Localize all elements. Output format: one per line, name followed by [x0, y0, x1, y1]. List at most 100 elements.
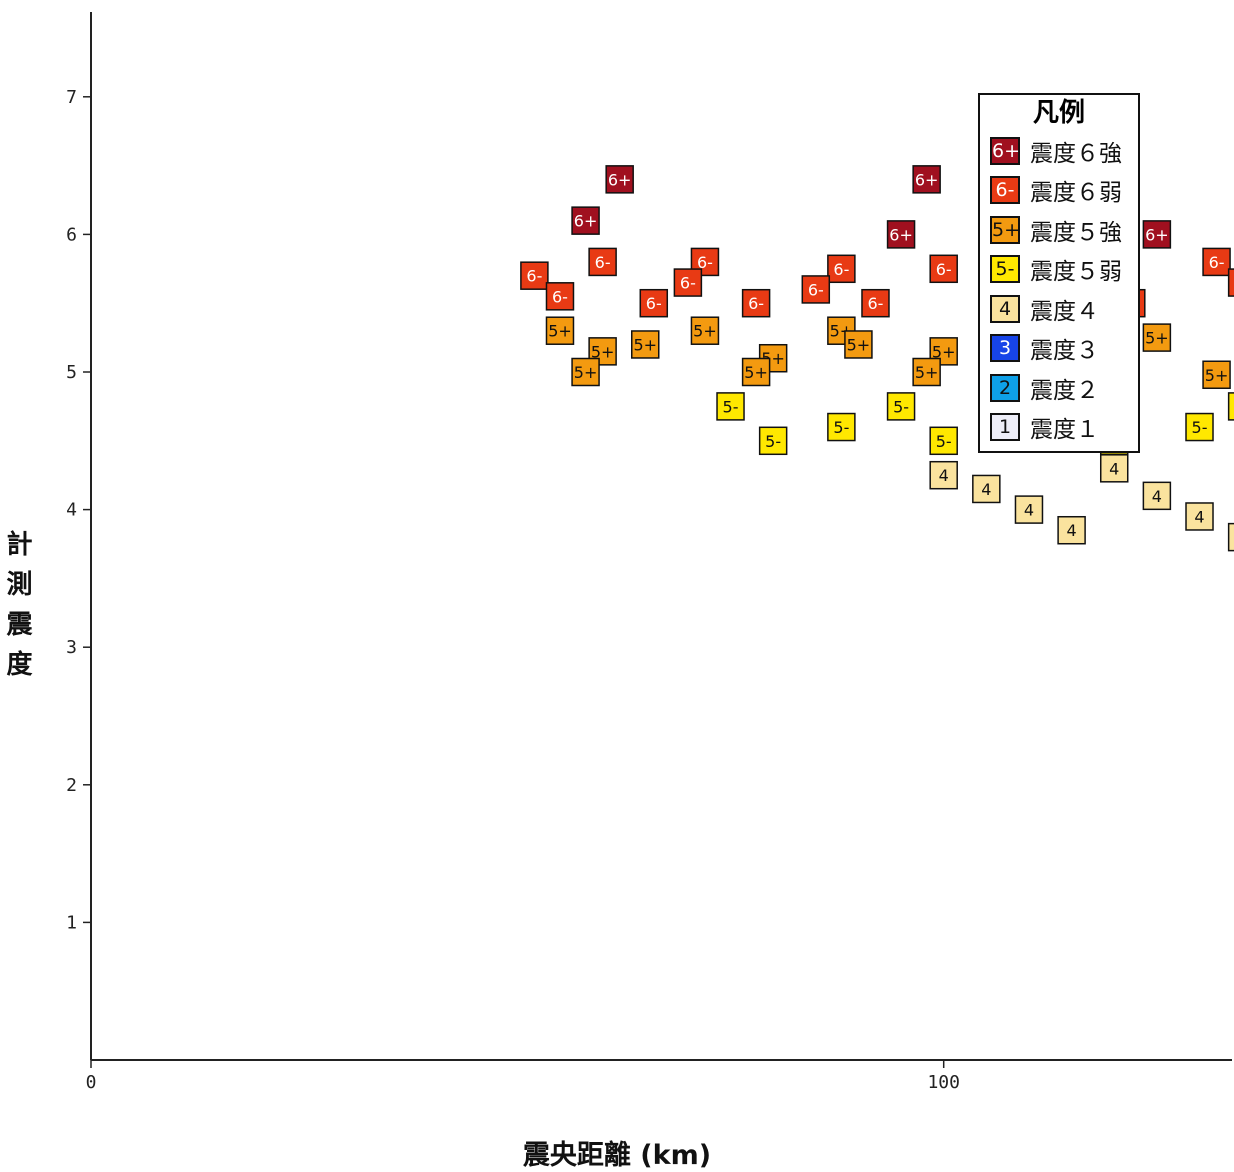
data-point-5minus: 5- — [929, 426, 958, 456]
y-axis-ticks: 1 2 3 4 5 6 7 — [66, 87, 91, 933]
y-tick-label: 7 — [66, 87, 77, 108]
svg-text:6+: 6+ — [915, 170, 939, 189]
svg-text:5+: 5+ — [1145, 329, 1169, 348]
legend-swatch: 4 — [990, 294, 1020, 323]
svg-text:5-: 5- — [723, 397, 739, 416]
data-point-5plus: 5+ — [1202, 360, 1231, 390]
data-point-6minus: 6- — [588, 247, 617, 277]
x-axis-ticks: 0100200300400500600700800900100011001200… — [86, 1060, 960, 1093]
data-point-5plus: 5+ — [571, 357, 600, 387]
y-tick-label: 5 — [66, 362, 77, 383]
data-point-4: 4 — [1142, 481, 1172, 511]
svg-text:6-: 6- — [526, 267, 542, 286]
legend-label: 震度４ — [1030, 298, 1099, 325]
svg-text:4: 4 — [981, 480, 991, 499]
svg-text:5+: 5+ — [693, 322, 717, 341]
data-point-4: 4 — [1014, 495, 1044, 524]
svg-text:6-: 6- — [936, 260, 952, 279]
y-axis-label: 計測震度 — [2, 530, 32, 690]
legend-swatch: 5+ — [990, 215, 1020, 244]
data-point-6plus: 6+ — [571, 206, 600, 235]
data-point-4: 4 — [972, 474, 1001, 504]
legend-item: 5+ 震度５強 — [980, 210, 1138, 250]
svg-text:6-: 6- — [1209, 253, 1225, 272]
svg-text:6-: 6- — [595, 253, 611, 272]
svg-text:5-: 5- — [833, 418, 849, 437]
svg-text:5+: 5+ — [574, 363, 598, 382]
svg-text:4: 4 — [1152, 487, 1162, 506]
data-point-6plus: 6+ — [886, 220, 916, 249]
legend-item: 2 震度２ — [980, 368, 1138, 408]
data-point-6minus: 6- — [827, 254, 856, 284]
data-point-6minus: 6- — [741, 288, 771, 318]
legend-label: 震度６弱 — [1030, 180, 1122, 207]
y-tick-label: 1 — [66, 912, 77, 933]
legend-item: 6- 震度６弱 — [980, 171, 1138, 211]
data-point-4: 4 — [1185, 502, 1214, 531]
legend-label: 震度５強 — [1030, 219, 1122, 246]
data-point-4: 4 — [1057, 515, 1086, 545]
svg-text:5+: 5+ — [847, 335, 871, 354]
legend-rows: 6+ 震度６強 6- 震度６弱 5+ 震度５強 5- 震度５弱 4 震度４ 3 震度３ 2 震度２ 1 震度１ — [980, 131, 1138, 447]
svg-text:6-: 6- — [680, 274, 696, 293]
svg-text:4: 4 — [1067, 521, 1077, 540]
data-point-4: 4 — [1227, 522, 1234, 552]
legend-title: 凡例 — [1032, 98, 1085, 128]
svg-text:6+: 6+ — [889, 225, 913, 244]
data-point-5plus: 5+ — [690, 316, 720, 345]
data-point-6minus: 6- — [520, 261, 549, 290]
data-point-5minus: 5- — [758, 426, 788, 456]
svg-text:5+: 5+ — [591, 342, 615, 361]
data-point-6minus: 6- — [639, 288, 669, 318]
data-point-5minus: 5- — [827, 412, 856, 442]
svg-text:5-: 5- — [936, 432, 952, 451]
legend-swatch: 6+ — [990, 136, 1020, 165]
svg-text:5+: 5+ — [932, 342, 956, 361]
legend-item: 5- 震度５弱 — [980, 250, 1138, 290]
data-point-5plus: 5+ — [912, 357, 941, 387]
svg-text:6-: 6- — [868, 294, 884, 313]
data-point-6plus: 6+ — [912, 165, 941, 194]
svg-text:5+: 5+ — [915, 363, 939, 382]
data-point-4: 4 — [929, 460, 958, 490]
svg-text:6-: 6- — [697, 253, 713, 272]
svg-text:6-: 6- — [833, 260, 849, 279]
legend-swatch: 6- — [990, 176, 1020, 205]
data-point-5plus: 5+ — [545, 316, 575, 345]
data-point-6minus: 6- — [545, 282, 575, 311]
y-tick-label: 4 — [66, 500, 77, 521]
data-point-6minus: 6- — [1227, 268, 1234, 297]
svg-text:4: 4 — [1194, 507, 1204, 526]
data-point-6plus: 6+ — [1142, 220, 1172, 249]
legend-label: 震度２ — [1030, 377, 1099, 404]
data-point-5plus: 5+ — [1142, 323, 1172, 352]
legend-swatch: 2 — [990, 373, 1020, 402]
x-tick-label: 100 — [927, 1072, 960, 1093]
svg-text:6-: 6- — [748, 294, 764, 313]
svg-text:6+: 6+ — [1145, 225, 1169, 244]
y-tick-label: 2 — [66, 775, 77, 796]
svg-text:5+: 5+ — [633, 335, 657, 354]
legend-swatch: 3 — [990, 334, 1020, 363]
legend-item: 3 震度３ — [980, 329, 1138, 369]
legend-label: 震度３ — [1030, 338, 1099, 365]
data-point-5minus: 5- — [1185, 412, 1214, 442]
svg-text:5+: 5+ — [1205, 366, 1229, 385]
legend-item: 4 震度４ — [980, 289, 1138, 329]
data-point-6minus: 6- — [801, 275, 831, 304]
legend-label: 震度５弱 — [1030, 259, 1122, 286]
data-point-5plus: 5+ — [741, 357, 771, 387]
data-point-6minus: 6- — [1202, 247, 1231, 277]
legend-swatch: 5- — [990, 255, 1020, 284]
data-point-4: 4 — [1099, 454, 1129, 483]
svg-text:5+: 5+ — [744, 363, 768, 382]
y-tick-label: 3 — [66, 637, 77, 658]
svg-text:4: 4 — [1024, 501, 1034, 520]
svg-text:5-: 5- — [893, 397, 909, 416]
x-tick-label: 0 — [86, 1072, 97, 1093]
legend-item: 1 震度１ — [980, 408, 1138, 448]
svg-text:4: 4 — [939, 466, 949, 485]
data-point-5minus: 5- — [886, 392, 916, 421]
legend: 凡例 6+ 震度６強 6- 震度６弱 5+ 震度５強 5- 震度５弱 4 震度４ 3 震度３ 2 震度２ 1… — [978, 93, 1140, 453]
svg-text:5-: 5- — [1192, 418, 1208, 437]
